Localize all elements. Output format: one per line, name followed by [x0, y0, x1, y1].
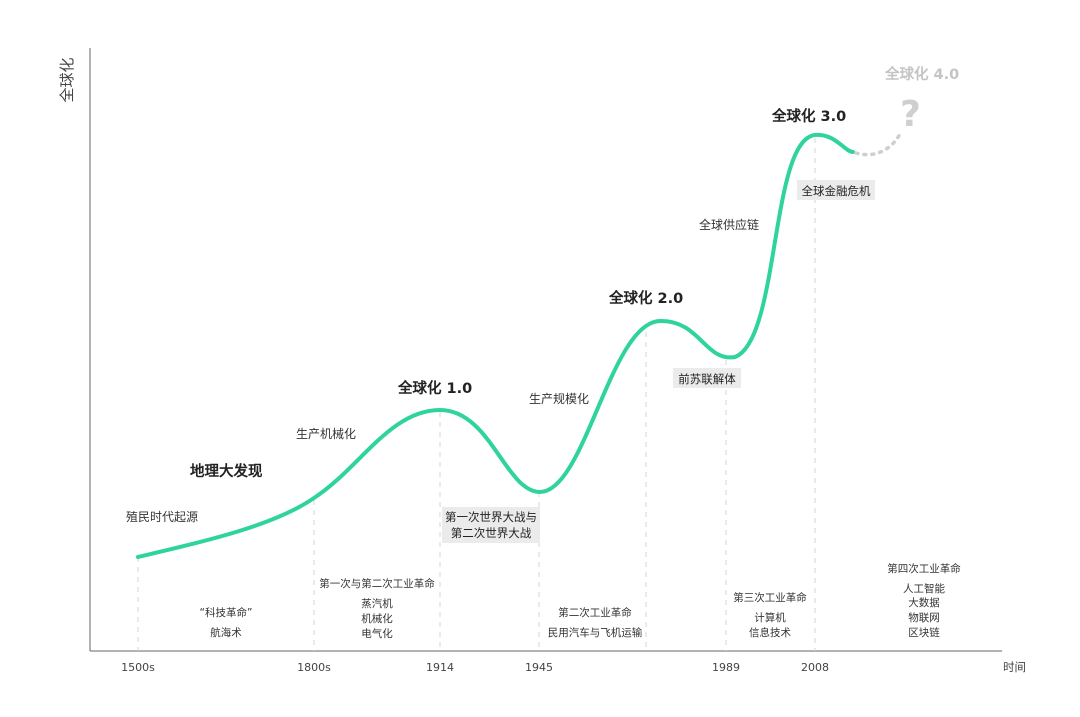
event-ussr-breakup: 前苏联解体 — [673, 368, 741, 388]
label-globalization-2: 全球化 2.0 — [608, 289, 683, 307]
label-age-of-discovery: 地理大发现 — [190, 462, 263, 480]
rev4-item-1: 人工智能 — [903, 582, 945, 595]
rev3-title: 第三次工业革命 — [733, 591, 807, 604]
event-world-wars-line1: 第一次世界大战与 — [445, 510, 537, 524]
time-guides — [137, 138, 816, 651]
rev0-item: 航海术 — [210, 626, 242, 639]
event-world-wars-line2: 第二次世界大战 — [451, 526, 532, 540]
rev3-item-1: 计算机 — [754, 611, 786, 624]
question-mark-icon: ? — [900, 94, 921, 135]
event-box-financial-crisis — [797, 180, 875, 200]
x-tick-labels: 1500s 1800s 1914 1945 1989 2008 — [121, 661, 829, 674]
event-financial-crisis: 全球金融危机 — [797, 180, 875, 200]
rev1-title: 第一次与第二次工业革命 — [319, 577, 435, 590]
rev2-item: 民用汽车与飞机运输 — [548, 626, 643, 639]
rev4-item-3: 物联网 — [908, 611, 940, 624]
event-ussr-text: 前苏联解体 — [678, 372, 736, 386]
rev4-item-2: 大数据 — [908, 596, 940, 609]
event-world-wars: 第一次世界大战与 第二次世界大战 — [442, 507, 540, 543]
event-box-world-wars — [442, 507, 540, 543]
tick-1914: 1914 — [426, 661, 454, 674]
tick-1500s: 1500s — [121, 661, 155, 674]
x-axis-label: 时间 — [1003, 660, 1026, 674]
globalization-curve — [136, 132, 855, 559]
label-mass-production: 生产规模化 — [529, 391, 589, 406]
rev0-title: “科技革命” — [200, 606, 253, 619]
label-globalization-3: 全球化 3.0 — [771, 107, 846, 125]
event-financial-crisis-text: 全球金融危机 — [802, 184, 871, 198]
rev1-item-2: 机械化 — [361, 612, 393, 625]
rev4-title: 第四次工业革命 — [887, 562, 961, 575]
tick-2008: 2008 — [801, 661, 829, 674]
label-colonial-origin: 殖民时代起源 — [126, 509, 198, 524]
rev1-item-3: 电气化 — [361, 627, 393, 640]
rev1-item-1: 蒸汽机 — [361, 597, 393, 610]
y-axis-label: 全球化 — [58, 57, 76, 102]
tick-1945: 1945 — [525, 661, 553, 674]
revolution-notes: “科技革命” 航海术 第一次与第二次工业革命 蒸汽机 机械化 电气化 第二次工业… — [200, 562, 962, 640]
tick-1989: 1989 — [712, 661, 740, 674]
label-globalization-1: 全球化 1.0 — [397, 379, 472, 397]
tick-1800s: 1800s — [297, 661, 331, 674]
rev2-title: 第二次工业革命 — [558, 606, 632, 619]
rev3-item-2: 信息技术 — [749, 626, 791, 639]
future-dotted-curve — [854, 132, 902, 157]
label-global-supply-chain: 全球供应链 — [699, 217, 759, 232]
label-globalization-4: 全球化 4.0 — [884, 65, 959, 83]
event-box-ussr — [673, 368, 741, 388]
rev4-item-4: 区块链 — [908, 626, 940, 639]
label-mechanization: 生产机械化 — [296, 426, 356, 441]
